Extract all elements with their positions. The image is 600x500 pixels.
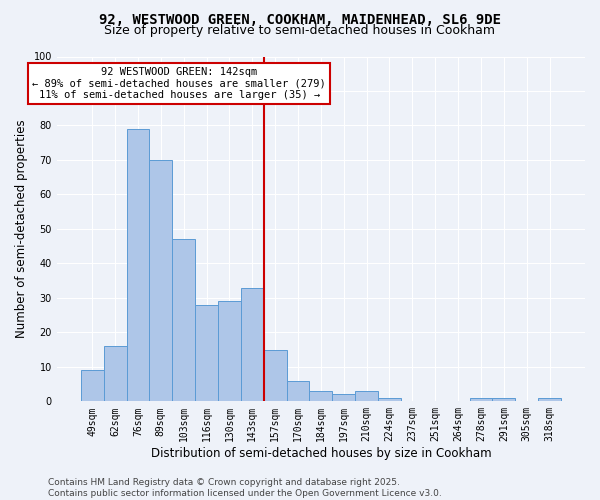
Bar [378,398,401,402]
Text: Size of property relative to semi-detached houses in Cookham: Size of property relative to semi-detach… [104,24,496,37]
Bar [264,350,287,402]
Bar [355,391,378,402]
Bar [218,302,241,402]
Bar [332,394,355,402]
Text: Contains HM Land Registry data © Crown copyright and database right 2025.
Contai: Contains HM Land Registry data © Crown c… [48,478,442,498]
Bar [287,380,310,402]
Bar [172,240,195,402]
Bar [241,288,264,402]
Bar [310,391,332,402]
Bar [104,346,127,402]
X-axis label: Distribution of semi-detached houses by size in Cookham: Distribution of semi-detached houses by … [151,447,491,460]
Bar [149,160,172,402]
Bar [81,370,104,402]
Text: 92 WESTWOOD GREEN: 142sqm
← 89% of semi-detached houses are smaller (279)
11% of: 92 WESTWOOD GREEN: 142sqm ← 89% of semi-… [32,67,326,100]
Bar [195,305,218,402]
Bar [538,398,561,402]
Text: 92, WESTWOOD GREEN, COOKHAM, MAIDENHEAD, SL6 9DE: 92, WESTWOOD GREEN, COOKHAM, MAIDENHEAD,… [99,12,501,26]
Bar [493,398,515,402]
Bar [470,398,493,402]
Bar [127,129,149,402]
Y-axis label: Number of semi-detached properties: Number of semi-detached properties [15,120,28,338]
